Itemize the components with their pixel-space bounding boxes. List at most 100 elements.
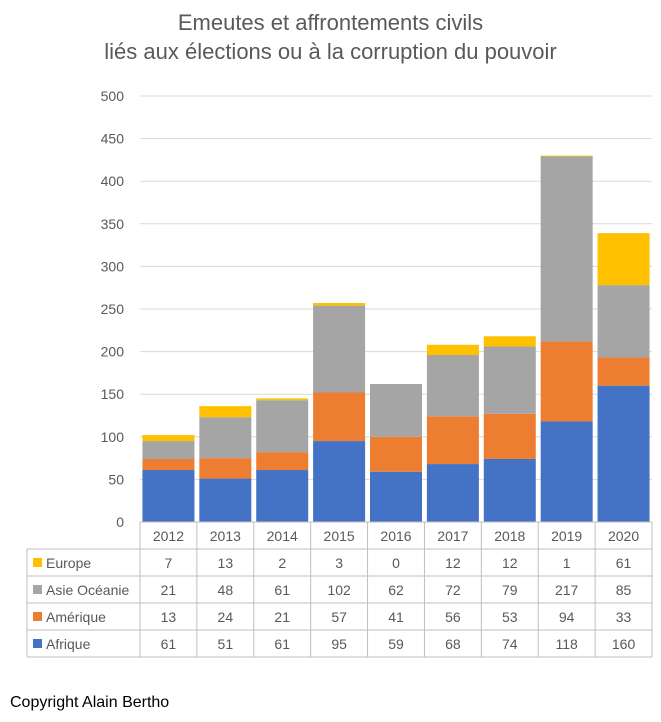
bar-europe-2019 [540, 155, 593, 157]
data-label-asie-océanie-2018: 79 [502, 582, 518, 598]
data-label-amérique-2016: 41 [388, 609, 404, 625]
data-label-asie-océanie-2014: 61 [274, 582, 290, 598]
x-category-label-2020: 2020 [608, 528, 639, 544]
bar-asie-océanie-2015 [313, 305, 366, 393]
legend-label-amérique: Amérique [46, 609, 106, 625]
bar-europe-2018 [483, 336, 536, 347]
bar-afrique-2017 [426, 464, 479, 522]
data-label-afrique-2019: 118 [556, 636, 579, 652]
bar-afrique-2013 [199, 478, 252, 522]
bar-europe-2013 [199, 406, 252, 418]
legend-key-europe [33, 558, 42, 567]
data-label-afrique-2015: 95 [331, 636, 347, 652]
bar-europe-2020 [597, 233, 650, 286]
x-category-label-2013: 2013 [210, 528, 241, 544]
data-label-amérique-2013: 24 [218, 609, 234, 625]
bar-afrique-2020 [597, 385, 650, 522]
legend-label-europe: Europe [46, 555, 91, 571]
bar-europe-2012 [142, 435, 195, 442]
y-tick-label-400: 400 [101, 173, 125, 189]
bar-asie-océanie-2020 [597, 285, 650, 358]
data-label-amérique-2020: 33 [616, 609, 632, 625]
bar-afrique-2016 [370, 471, 422, 522]
data-label-asie-océanie-2012: 21 [161, 582, 177, 598]
data-label-asie-océanie-2019: 217 [555, 582, 579, 598]
legend-key-amérique [33, 612, 42, 621]
data-label-afrique-2018: 74 [502, 636, 518, 652]
data-label-afrique-2020: 160 [612, 636, 636, 652]
y-tick-label-350: 350 [101, 216, 125, 232]
x-category-label-2014: 2014 [267, 528, 298, 544]
data-label-europe-2018: 12 [502, 555, 518, 571]
chart-title-line-2: liés aux élections ou à la corruption du… [104, 39, 557, 64]
bar-asie-océanie-2013 [199, 417, 252, 459]
y-tick-label-300: 300 [101, 258, 125, 274]
y-tick-label-150: 150 [101, 386, 125, 402]
legend-label-asie-océanie: Asie Océanie [46, 582, 129, 598]
data-label-europe-2012: 7 [165, 555, 173, 571]
y-tick-label-100: 100 [101, 429, 125, 445]
x-category-label-2016: 2016 [380, 528, 411, 544]
x-category-label-2019: 2019 [551, 528, 582, 544]
y-tick-label-50: 50 [108, 471, 124, 487]
bar-amérique-2020 [597, 357, 650, 386]
bar-asie-océanie-2018 [483, 346, 536, 414]
data-label-asie-océanie-2016: 62 [388, 582, 404, 598]
x-category-label-2015: 2015 [324, 528, 355, 544]
legend-key-asie-océanie [33, 585, 42, 594]
x-category-label-2017: 2017 [437, 528, 468, 544]
bar-amérique-2012 [142, 458, 195, 471]
data-label-amérique-2018: 53 [502, 609, 518, 625]
bar-asie-océanie-2019 [540, 156, 593, 342]
data-label-afrique-2014: 61 [274, 636, 290, 652]
bar-europe-2014 [256, 398, 309, 401]
chart-title: Emeutes et affrontements civils liés aux… [0, 8, 661, 66]
bar-europe-2015 [313, 303, 366, 306]
legend-label-afrique: Afrique [46, 636, 91, 652]
bar-afrique-2015 [313, 441, 366, 522]
legend-key-afrique [33, 639, 42, 648]
y-tick-label-250: 250 [101, 301, 125, 317]
bar-afrique-2014 [256, 470, 309, 522]
data-label-asie-océanie-2020: 85 [616, 582, 632, 598]
bar-asie-océanie-2014 [256, 400, 309, 453]
bar-asie-océanie-2017 [426, 355, 479, 417]
bar-amérique-2017 [426, 416, 479, 465]
chart-title-line-1: Emeutes et affrontements civils [177, 10, 484, 35]
bar-amérique-2019 [540, 341, 593, 422]
x-category-label-2012: 2012 [153, 528, 184, 544]
data-label-asie-océanie-2013: 48 [218, 582, 234, 598]
y-tick-label-0: 0 [116, 514, 124, 530]
data-label-europe-2015: 3 [335, 555, 343, 571]
copyright-text: Copyright Alain Bertho [10, 694, 170, 711]
data-label-europe-2014: 2 [278, 555, 286, 571]
bar-amérique-2014 [256, 452, 309, 471]
bar-amérique-2016 [370, 436, 422, 472]
bar-amérique-2015 [313, 392, 366, 442]
x-category-label-2018: 2018 [494, 528, 525, 544]
data-label-afrique-2017: 68 [445, 636, 461, 652]
bar-asie-océanie-2012 [142, 441, 195, 459]
y-tick-label-500: 500 [101, 88, 125, 104]
data-label-asie-océanie-2015: 102 [327, 582, 351, 598]
bar-afrique-2012 [142, 470, 195, 522]
data-label-europe-2020: 61 [616, 555, 632, 571]
bar-amérique-2018 [483, 413, 536, 459]
y-tick-label-200: 200 [101, 344, 125, 360]
data-label-amérique-2019: 94 [559, 609, 575, 625]
bar-afrique-2019 [540, 421, 593, 522]
data-label-europe-2017: 12 [445, 555, 461, 571]
bar-afrique-2018 [483, 458, 536, 522]
data-label-amérique-2015: 57 [331, 609, 347, 625]
data-label-afrique-2016: 59 [388, 636, 404, 652]
data-label-europe-2013: 13 [218, 555, 234, 571]
data-label-amérique-2014: 21 [274, 609, 290, 625]
data-label-amérique-2017: 56 [445, 609, 461, 625]
bar-amérique-2013 [199, 458, 252, 479]
data-label-europe-2019: 1 [563, 555, 571, 571]
bar-europe-2017 [426, 344, 479, 356]
data-label-amérique-2012: 13 [161, 609, 177, 625]
data-label-europe-2016: 0 [392, 555, 400, 571]
data-label-afrique-2012: 61 [161, 636, 177, 652]
